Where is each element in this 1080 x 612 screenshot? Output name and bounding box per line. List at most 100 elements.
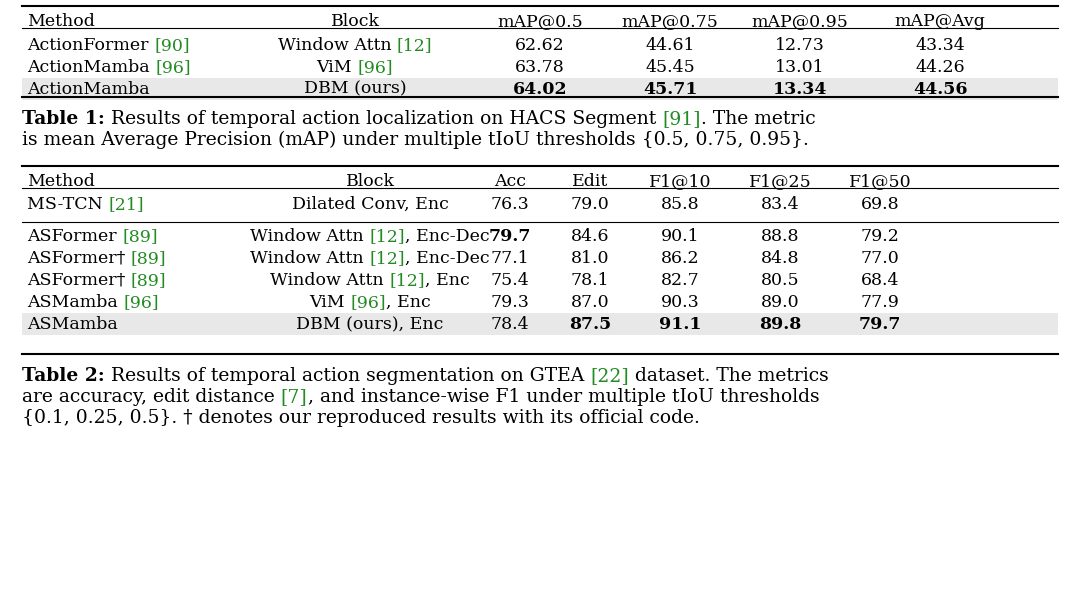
Text: Edit: Edit: [572, 173, 608, 190]
Text: Window Attn: Window Attn: [278, 37, 396, 54]
Text: 91.1: 91.1: [659, 316, 701, 333]
Text: [12]: [12]: [369, 228, 405, 245]
Text: 79.2: 79.2: [861, 228, 900, 245]
Text: Table 2:: Table 2:: [22, 367, 105, 385]
Text: DBM (ours), Enc: DBM (ours), Enc: [296, 316, 444, 333]
Text: [89]: [89]: [131, 250, 166, 267]
Text: mAP@0.95: mAP@0.95: [752, 13, 849, 31]
Text: Window Attn: Window Attn: [251, 250, 369, 267]
Text: mAP@0.75: mAP@0.75: [622, 13, 718, 31]
Text: [12]: [12]: [390, 272, 426, 289]
Text: , Enc: , Enc: [386, 294, 431, 311]
Text: 83.4: 83.4: [760, 196, 799, 213]
Text: 77.9: 77.9: [861, 294, 900, 311]
Text: 84.8: 84.8: [760, 250, 799, 267]
Text: 86.2: 86.2: [661, 250, 700, 267]
Text: 89.0: 89.0: [760, 294, 799, 311]
Text: [96]: [96]: [156, 59, 191, 76]
Text: 81.0: 81.0: [570, 250, 609, 267]
Text: 77.0: 77.0: [861, 250, 900, 267]
Text: [91]: [91]: [662, 110, 701, 128]
Text: Block: Block: [346, 173, 394, 190]
Text: mAP@Avg: mAP@Avg: [894, 13, 985, 31]
Text: ASMamba: ASMamba: [27, 294, 123, 311]
Text: Window Attn: Window Attn: [251, 228, 369, 245]
Text: 69.8: 69.8: [861, 196, 900, 213]
Bar: [22, 313, 1058, 335]
Text: [96]: [96]: [350, 294, 386, 311]
Text: Method: Method: [27, 13, 95, 31]
Text: 84.6: 84.6: [570, 228, 609, 245]
Text: 80.5: 80.5: [760, 272, 799, 289]
Text: 64.02: 64.02: [513, 81, 567, 97]
Text: Acc: Acc: [494, 173, 526, 190]
Text: Block: Block: [330, 13, 379, 31]
Text: F1@25: F1@25: [748, 173, 811, 190]
Text: ViM: ViM: [309, 294, 350, 311]
Text: ViM: ViM: [316, 59, 357, 76]
Text: 44.56: 44.56: [913, 81, 968, 97]
Text: Results of temporal action segmentation on GTEA: Results of temporal action segmentation …: [105, 367, 590, 385]
Text: 87.5: 87.5: [569, 316, 611, 333]
Text: 77.1: 77.1: [490, 250, 529, 267]
Text: [96]: [96]: [357, 59, 393, 76]
Text: 78.4: 78.4: [490, 316, 529, 333]
Text: mAP@0.5: mAP@0.5: [497, 13, 583, 31]
Text: 82.7: 82.7: [661, 272, 700, 289]
Text: ASFormer†: ASFormer†: [27, 250, 131, 267]
Text: Table 1:: Table 1:: [22, 110, 105, 128]
Text: 44.61: 44.61: [645, 37, 694, 54]
Text: dataset. The metrics: dataset. The metrics: [629, 367, 828, 385]
Text: ActionFormer: ActionFormer: [27, 37, 154, 54]
Text: 78.1: 78.1: [570, 272, 609, 289]
Text: are accuracy, edit distance: are accuracy, edit distance: [22, 388, 281, 406]
Text: 87.0: 87.0: [570, 294, 609, 311]
Text: 79.3: 79.3: [490, 294, 529, 311]
Text: , Enc-Dec: , Enc-Dec: [405, 250, 489, 267]
Text: [7]: [7]: [281, 388, 308, 406]
Text: [12]: [12]: [369, 250, 405, 267]
Text: DBM (ours): DBM (ours): [303, 81, 406, 97]
Text: is mean Average Precision (mAP) under multiple tIoU thresholds {0.5, 0.75, 0.95}: is mean Average Precision (mAP) under mu…: [22, 131, 809, 149]
Text: ASMamba: ASMamba: [27, 316, 118, 333]
Text: [12]: [12]: [396, 37, 432, 54]
Text: 90.1: 90.1: [661, 228, 700, 245]
Text: ActionMamba: ActionMamba: [27, 59, 156, 76]
Text: 76.3: 76.3: [490, 196, 529, 213]
Text: [90]: [90]: [154, 37, 190, 54]
Text: [21]: [21]: [108, 196, 144, 213]
Text: Method: Method: [27, 173, 95, 190]
Text: 13.01: 13.01: [775, 59, 825, 76]
Text: [22]: [22]: [590, 367, 629, 385]
Text: MS-TCN: MS-TCN: [27, 196, 108, 213]
Text: Window Attn: Window Attn: [270, 272, 390, 289]
Text: ActionMamba: ActionMamba: [27, 81, 150, 97]
Text: ASFormer: ASFormer: [27, 228, 122, 245]
Text: , and instance-wise F1 under multiple tIoU thresholds: , and instance-wise F1 under multiple tI…: [308, 388, 819, 406]
Text: 63.78: 63.78: [515, 59, 565, 76]
Text: Dilated Conv, Enc: Dilated Conv, Enc: [292, 196, 448, 213]
Text: F1@50: F1@50: [849, 173, 912, 190]
Text: [89]: [89]: [131, 272, 166, 289]
Text: [96]: [96]: [123, 294, 159, 311]
Text: 44.26: 44.26: [915, 59, 964, 76]
Text: Results of temporal action localization on HACS Segment: Results of temporal action localization …: [105, 110, 662, 128]
Text: 12.73: 12.73: [775, 37, 825, 54]
Text: 79.0: 79.0: [570, 196, 609, 213]
Text: 45.71: 45.71: [643, 81, 698, 97]
Text: F1@10: F1@10: [649, 173, 712, 190]
Text: , Enc-Dec: , Enc-Dec: [405, 228, 489, 245]
Text: [89]: [89]: [122, 228, 158, 245]
Text: 89.8: 89.8: [759, 316, 801, 333]
Text: ASFormer†: ASFormer†: [27, 272, 131, 289]
Text: 79.7: 79.7: [489, 228, 531, 245]
Text: 68.4: 68.4: [861, 272, 900, 289]
Text: 88.8: 88.8: [760, 228, 799, 245]
Text: 43.34: 43.34: [915, 37, 964, 54]
Text: 90.3: 90.3: [661, 294, 700, 311]
Text: 45.45: 45.45: [645, 59, 694, 76]
Text: 62.62: 62.62: [515, 37, 565, 54]
Text: , Enc: , Enc: [426, 272, 470, 289]
Bar: [22, 78, 1058, 100]
Text: 75.4: 75.4: [490, 272, 529, 289]
